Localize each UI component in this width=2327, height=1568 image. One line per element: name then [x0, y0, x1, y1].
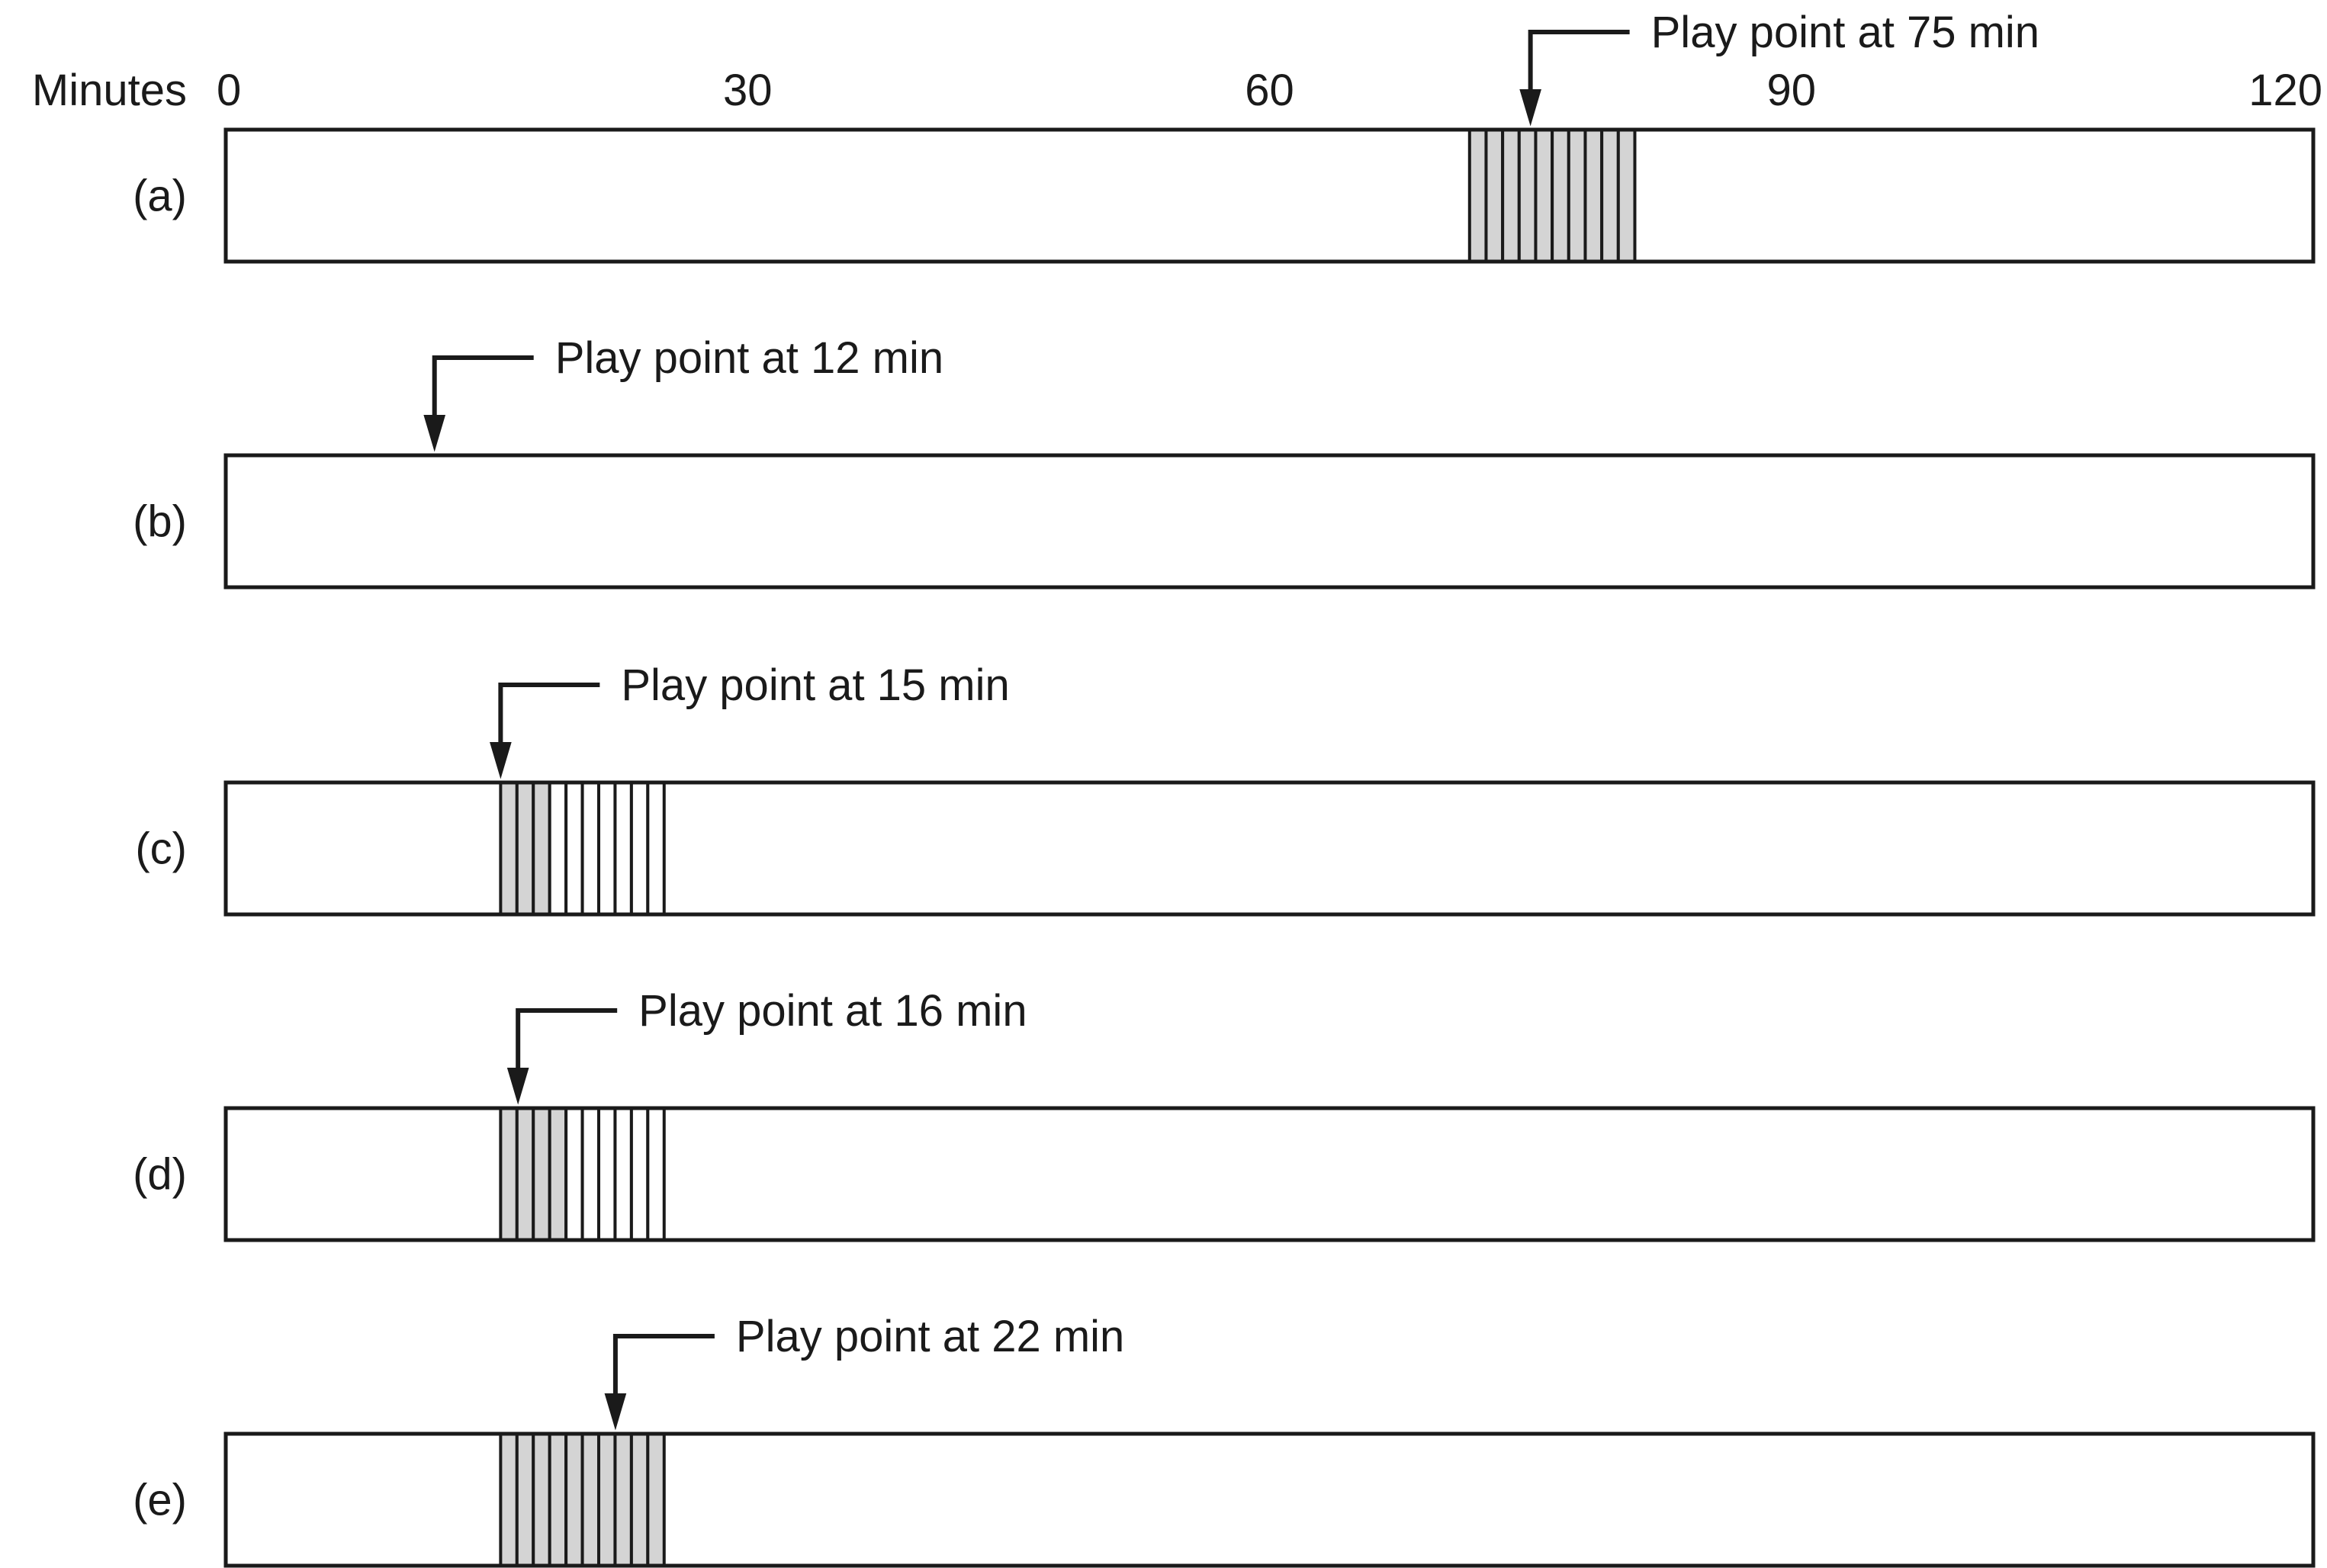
buffer-slot-filled [1484, 128, 1505, 263]
buffer-slot-empty [629, 1107, 650, 1242]
buffer-slot-filled [1551, 128, 1570, 263]
play-point-arrow [612, 1334, 715, 1405]
play-point-arrow [516, 1008, 618, 1079]
buffer-slot-filled [532, 781, 551, 916]
play-point-label: Play point at 15 min [621, 660, 1009, 710]
buffer-slot-filled [532, 1432, 551, 1567]
buffer-slot-filled [515, 1107, 535, 1242]
buffer-slot-filled [1467, 128, 1488, 263]
play-point-label: Play point at 16 min [638, 986, 1027, 1036]
timeline-bar [223, 127, 2316, 264]
play-point-label: Play point at 22 min [736, 1312, 1124, 1361]
buffer-slot-empty [564, 1107, 584, 1242]
buffer-slot-filled [1616, 128, 1637, 263]
row-label: (e) [133, 1476, 187, 1525]
play-point-arrow [432, 355, 534, 426]
buffer-slot-empty [613, 781, 633, 916]
play-point-arrowhead [1519, 89, 1541, 127]
buffer-slot-filled [1517, 128, 1538, 263]
row-label: (b) [133, 497, 187, 547]
buffer-slot-filled [515, 1432, 535, 1567]
buffer-slot-filled [597, 1432, 617, 1567]
buffer-slot-empty [646, 1107, 666, 1242]
buffer-slot-empty [646, 781, 666, 916]
buffer-slot-filled [1534, 128, 1554, 263]
buffer-slot-filled [1583, 128, 1604, 263]
axis-ticks: 0 30 60 90 120 [217, 66, 2322, 115]
buffer-slot-filled [1501, 128, 1521, 263]
row-label: (d) [133, 1150, 187, 1200]
buffer-slot-empty [629, 781, 650, 916]
buffer-slot-empty [580, 1107, 601, 1242]
buffer-slot-empty [597, 1107, 617, 1242]
timeline-bar [223, 1431, 2316, 1568]
buffer-slot-filled [646, 1432, 666, 1567]
axis-label: Minutes [32, 66, 187, 115]
buffer-slot-filled [580, 1432, 601, 1567]
buffer-slot-filled [629, 1432, 650, 1567]
timeline-row: (a) Play point at 75 min [133, 8, 2316, 264]
buffer-slot-filled [532, 1107, 551, 1242]
axis-tick-label: 60 [1245, 66, 1294, 115]
buffer-slot-empty [597, 781, 617, 916]
buffer-slot-empty [564, 781, 584, 916]
row-label: (a) [133, 172, 187, 221]
buffer-slot-empty [613, 1107, 633, 1242]
play-point-arrow [1528, 30, 1630, 101]
timeline-rows: (a) Play point at 75 min (b) Play point at … [133, 8, 2316, 1568]
timeline-bar [223, 780, 2316, 917]
buffer-slot-empty [580, 781, 601, 916]
timeline-bar [223, 1106, 2316, 1242]
buffer-slot-filled [564, 1432, 584, 1567]
buffer-slot-filled [499, 1432, 519, 1567]
play-point-label: Play point at 75 min [1651, 8, 2039, 57]
buffer-slot-filled [1567, 128, 1587, 263]
timeline-row: (d) Play point at 16 min [133, 986, 2316, 1242]
axis-tick-label: 120 [2248, 66, 2322, 115]
buffer-slot-filled [515, 781, 535, 916]
play-point-label: Play point at 12 min [555, 333, 943, 383]
timeline-row: (c) Play point at 15 min [135, 660, 2316, 917]
timeline-bar [223, 453, 2316, 590]
timeline-row: (e) Play point at 22 min [133, 1312, 2316, 1568]
axis-tick-label: 90 [1766, 66, 1816, 115]
buffer-slot-filled [499, 1107, 519, 1242]
play-point-arrowhead [423, 415, 446, 452]
play-point-arrowhead [506, 1068, 529, 1105]
buffer-slot-filled [1600, 128, 1620, 263]
play-point-arrowhead [604, 1393, 627, 1431]
buffer-slot-filled [548, 1432, 568, 1567]
buffer-slot-filled [499, 781, 519, 916]
buffer-slot-filled [548, 1107, 568, 1242]
axis-tick-label: 0 [217, 66, 241, 115]
buffer-slot-filled [613, 1432, 633, 1567]
axis-tick-label: 30 [723, 66, 773, 115]
buffer-slot-empty [548, 781, 568, 916]
row-label: (c) [135, 824, 187, 874]
timeline-row: (b) Play point at 12 min [133, 333, 2316, 590]
play-point-arrow [498, 683, 600, 753]
play-point-arrowhead [490, 742, 512, 779]
